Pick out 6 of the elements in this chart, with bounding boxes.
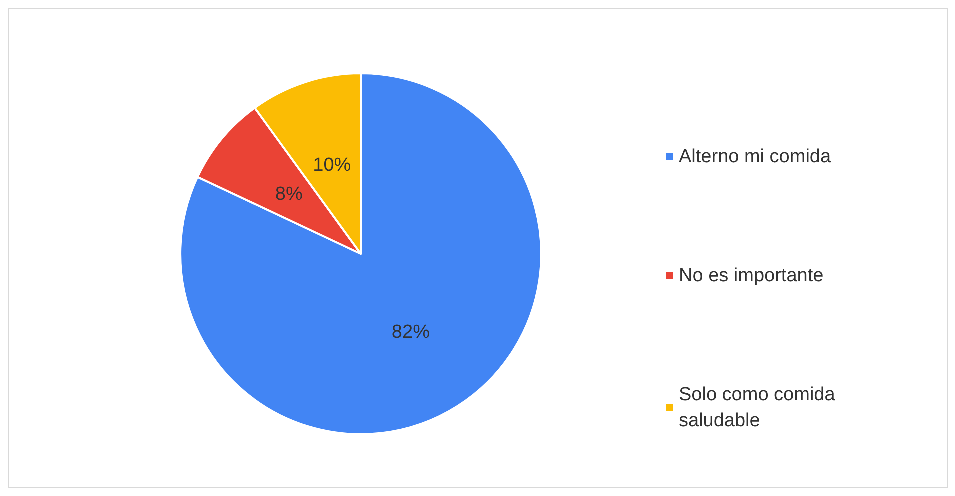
legend-label: No es importante [679,266,824,286]
data-label: 10% [313,154,352,176]
data-label: 82% [392,322,430,344]
legend-label: Solo como comida saludable [679,384,841,432]
legend-label: Alterno mi comida [679,146,832,168]
data-label: 8% [275,184,304,206]
